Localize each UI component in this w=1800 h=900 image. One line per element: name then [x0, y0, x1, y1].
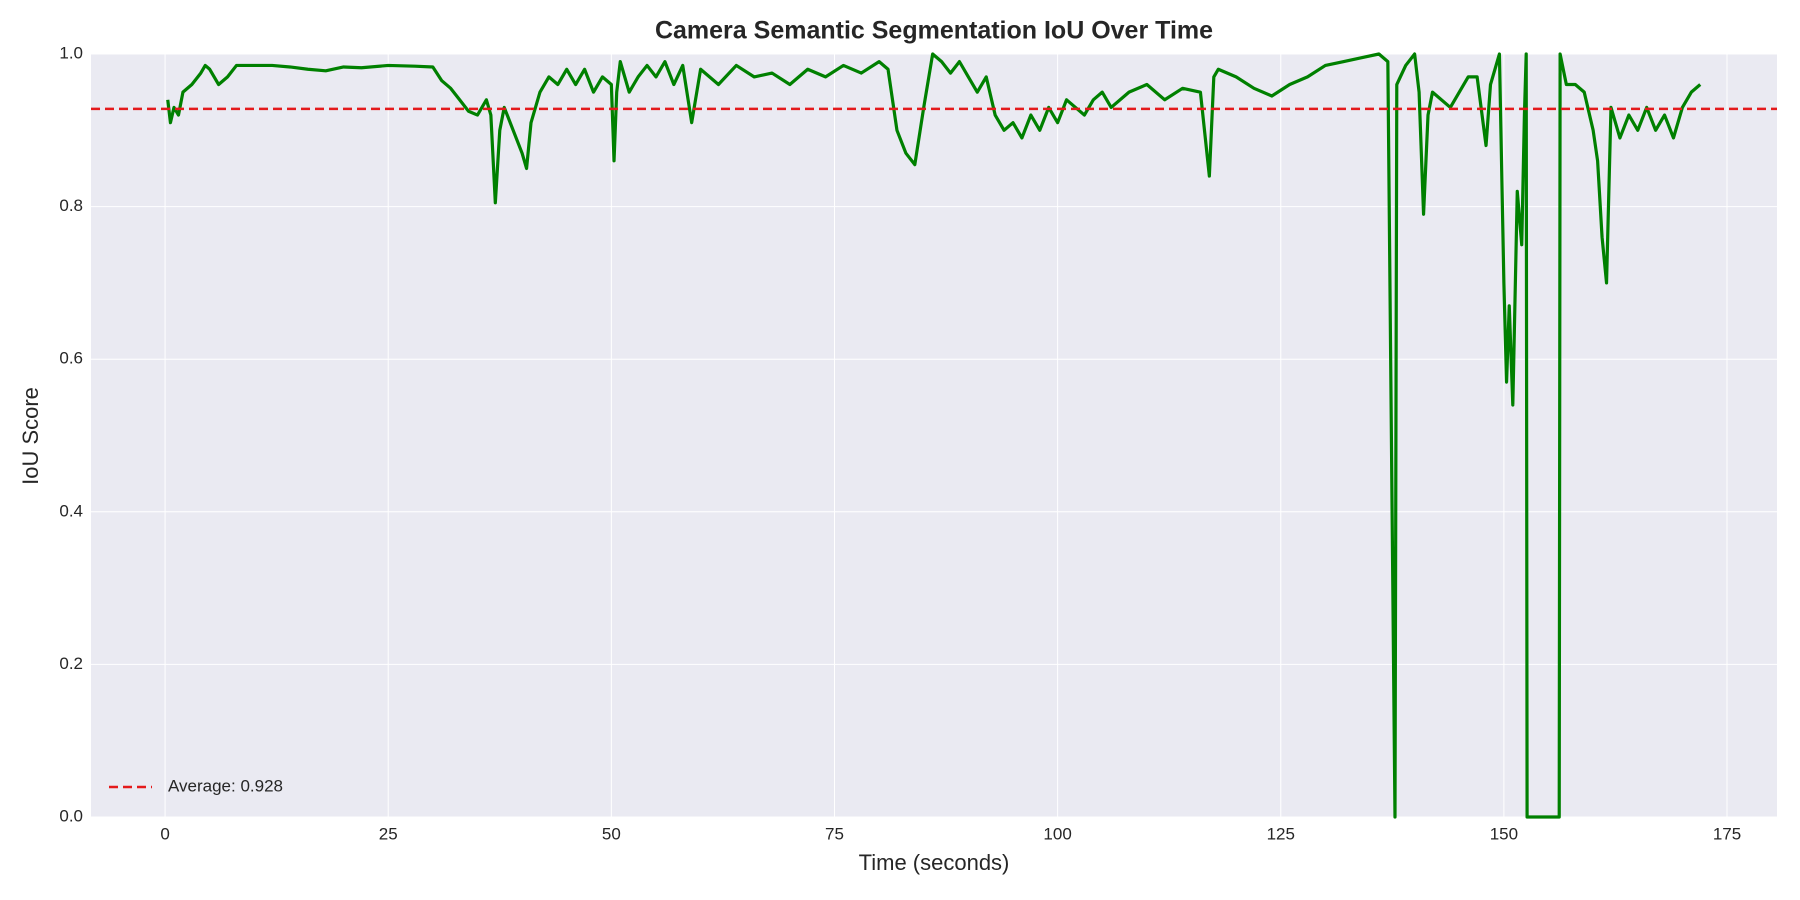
x-tick-label: 25 [379, 824, 398, 843]
x-axis-label: Time (seconds) [859, 850, 1010, 875]
x-tick-label: 0 [160, 824, 169, 843]
y-tick-label: 0.6 [59, 349, 83, 368]
data-line [166, 52, 1702, 819]
y-tick-label: 0.0 [59, 806, 83, 825]
y-tick-label: 1.0 [59, 43, 83, 62]
x-tick-label: 100 [1043, 824, 1071, 843]
plot-area [91, 54, 1777, 817]
x-tick-label: 75 [825, 824, 844, 843]
legend-label: Average: 0.928 [168, 776, 283, 795]
y-tick-label: 0.8 [59, 196, 83, 215]
x-tick-label: 150 [1490, 824, 1518, 843]
x-tick-label: 175 [1713, 824, 1741, 843]
x-tick-label: 50 [602, 824, 621, 843]
y-tick-label: 0.4 [59, 501, 83, 520]
x-tick-label: 125 [1267, 824, 1295, 843]
y-axis-label: IoU Score [18, 387, 43, 485]
chart-title: Camera Semantic Segmentation IoU Over Ti… [655, 17, 1213, 45]
y-tick-label: 0.2 [59, 654, 83, 673]
